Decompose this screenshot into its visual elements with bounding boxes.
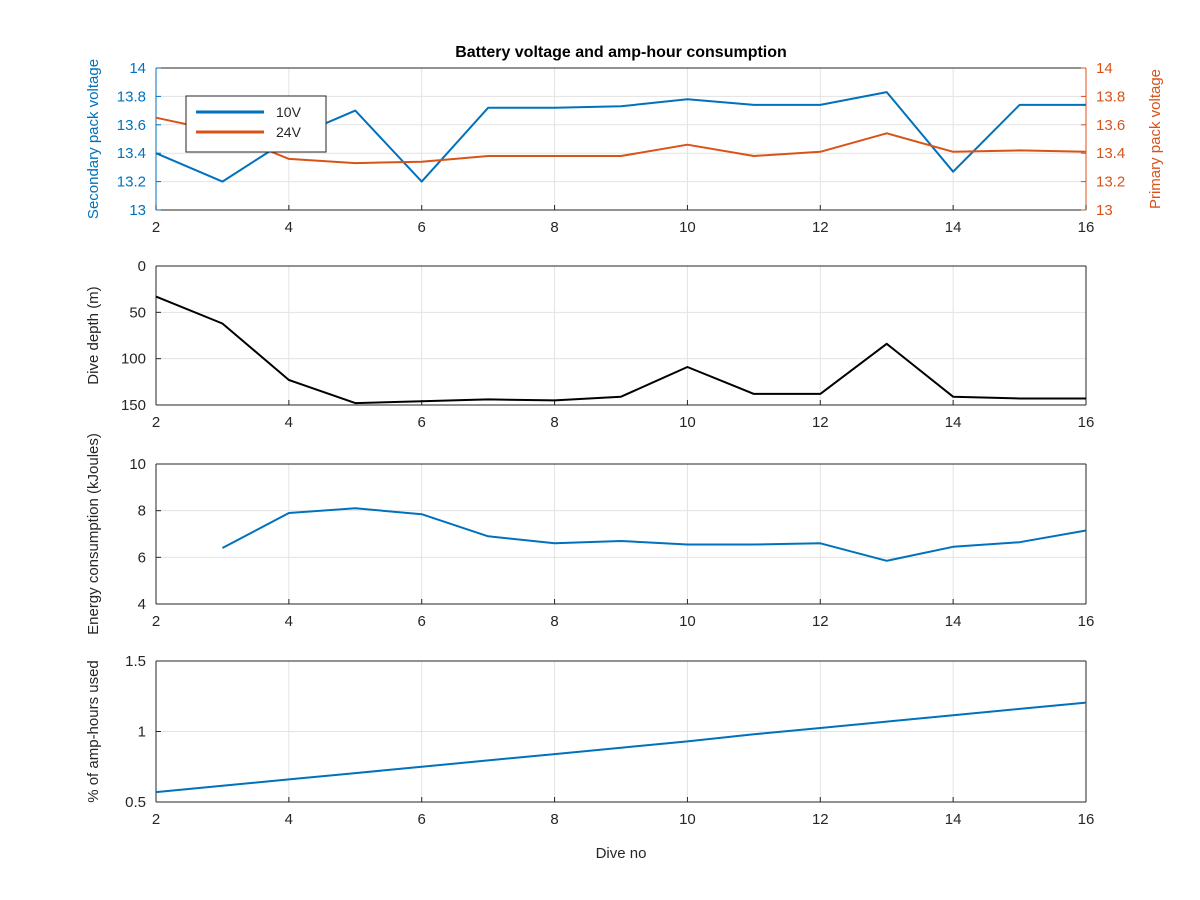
x-tick-label: 2 — [152, 811, 160, 828]
y-right-tick-label: 13 — [1096, 202, 1113, 219]
x-tick-label: 8 — [550, 811, 558, 828]
x-tick-label: 6 — [418, 811, 426, 828]
panel-2: 2 4 6 8 10 12 14 16 0 50 100 150 Dive depth (m) — [85, 258, 1094, 431]
x-tick-label: 8 — [550, 414, 558, 431]
y-tick-label: 150 — [121, 397, 146, 414]
x-tick-label: 10 — [679, 613, 696, 630]
y-tick-label: 14 — [129, 60, 146, 77]
y-right-tick-label: 13.8 — [1096, 88, 1125, 105]
x-tick-label: 16 — [1078, 219, 1095, 236]
y-axis-label: % of amp-hours used — [85, 660, 102, 803]
legend-box — [185, 95, 327, 153]
x-tick-label: 4 — [285, 811, 293, 828]
x-tick-label: 14 — [945, 613, 962, 630]
x-tick-label: 6 — [418, 219, 426, 236]
panel-4: 2 4 6 8 10 12 14 16 0.5 1 1.5 % of amp-hours used Di… — [85, 653, 1094, 862]
x-tick-label: 12 — [812, 414, 829, 431]
x-tick-label: 16 — [1078, 613, 1095, 630]
x-tick-label: 2 — [152, 219, 160, 236]
panel-1: 2 4 6 8 10 12 14 161313.213.413.613.8141313.213… — [85, 59, 1164, 236]
x-tick-label: 14 — [945, 414, 962, 431]
x-tick-label: 10 — [679, 219, 696, 236]
y-tick-label: 4 — [138, 596, 146, 613]
x-tick-label: 10 — [679, 414, 696, 431]
y-tick-label: 0.5 — [125, 794, 146, 811]
x-tick-label: 12 — [812, 613, 829, 630]
y-tick-label: 1.5 — [125, 653, 146, 670]
y-tick-label: 8 — [138, 503, 146, 520]
x-tick-label: 10 — [679, 811, 696, 828]
series-line-3-1 — [221, 507, 1087, 562]
x-tick-label: 2 — [152, 613, 160, 630]
x-tick-label: 4 — [285, 414, 293, 431]
x-tick-label: 8 — [550, 219, 558, 236]
y-tick-label: 13.8 — [117, 88, 146, 105]
x-tick-label: 14 — [945, 219, 962, 236]
x-tick-label: 14 — [945, 811, 962, 828]
legend-label-24v: 24V — [276, 124, 302, 140]
y-tick-label: 6 — [138, 549, 146, 566]
y-tick-label: 13 — [129, 202, 146, 219]
x-tick-label: 16 — [1078, 414, 1095, 431]
y-tick-label: 1 — [138, 724, 146, 741]
x-tick-label: 12 — [812, 219, 829, 236]
y-tick-label: 100 — [121, 351, 146, 368]
x-tick-label: 12 — [812, 811, 829, 828]
legend-label-10v: 10V — [276, 104, 302, 120]
x-tick-label: 4 — [285, 219, 293, 236]
y-right-tick-label: 13.2 — [1096, 174, 1125, 191]
series-line-2-1 — [155, 295, 1086, 405]
y-tick-label: 10 — [129, 456, 146, 473]
y-axis-label: Energy consumption (kJoules) — [85, 433, 102, 635]
y-right-tick-label: 13.4 — [1096, 145, 1125, 162]
y-axis-label: Dive depth (m) — [85, 286, 102, 384]
x-tick-label: 4 — [285, 613, 293, 630]
y-tick-label: 50 — [129, 304, 146, 321]
x-tick-label: 6 — [418, 414, 426, 431]
x-tick-label: 2 — [152, 414, 160, 431]
x-axis-label: Dive no — [596, 845, 647, 862]
y-tick-label: 0 — [138, 258, 146, 275]
x-tick-label: 8 — [550, 613, 558, 630]
y-axis-label: Secondary pack voltage — [85, 59, 102, 219]
y-tick-label: 13.6 — [117, 117, 146, 134]
x-tick-label: 16 — [1078, 811, 1095, 828]
y-axis-right-label: Primary pack voltage — [1147, 69, 1164, 209]
y-tick-label: 13.2 — [117, 174, 146, 191]
x-tick-label: 6 — [418, 613, 426, 630]
y-right-tick-label: 14 — [1096, 60, 1113, 77]
y-tick-label: 13.4 — [117, 145, 146, 162]
chart-title: Battery voltage and amp-hour consumption — [455, 44, 787, 61]
y-right-tick-label: 13.6 — [1096, 117, 1125, 134]
series-line-24v — [155, 116, 1087, 165]
series-line-4-1 — [155, 701, 1087, 794]
